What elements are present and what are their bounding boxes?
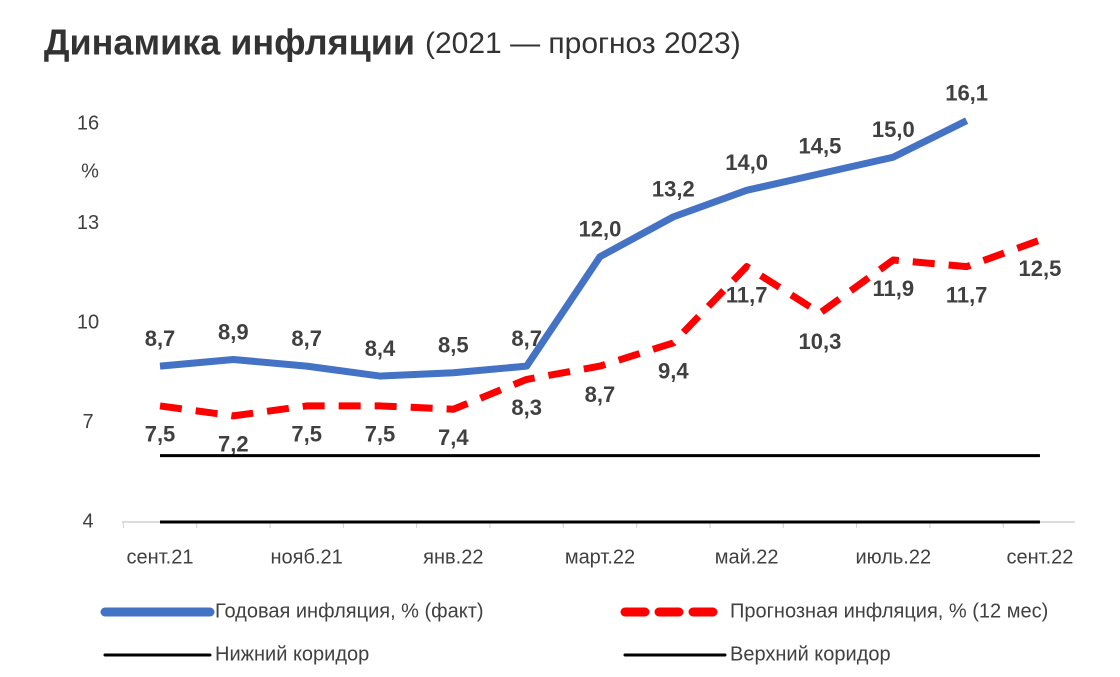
value-label: 8,4 <box>365 336 396 361</box>
value-label: 8,7 <box>511 326 542 351</box>
y-tick-label: 10 <box>77 311 99 333</box>
value-label: 11,9 <box>872 276 914 301</box>
y-axis-label: % <box>81 160 99 182</box>
value-label: 12,0 <box>579 216 622 241</box>
x-tick-label: май.22 <box>715 546 779 568</box>
value-label: 7,5 <box>365 422 396 447</box>
value-label: 15,0 <box>872 117 915 142</box>
y-tick-label: 13 <box>77 212 99 234</box>
value-label: 11,7 <box>726 282 768 307</box>
value-label: 9,4 <box>658 359 689 384</box>
x-tick-label: март.22 <box>565 546 635 568</box>
x-tick-label: янв.22 <box>423 546 483 568</box>
value-label: 7,5 <box>291 422 322 447</box>
value-label: 8,7 <box>585 382 616 407</box>
x-tick-label: сент.22 <box>1006 546 1073 568</box>
value-label: 8,3 <box>511 395 542 420</box>
y-tick-label: 16 <box>77 112 99 134</box>
chart-subtitle: (2021 — прогноз 2023) <box>425 27 741 60</box>
legend-label: Нижний коридор <box>215 643 369 665</box>
y-tick-label: 7 <box>82 411 93 433</box>
x-tick-label: сент.21 <box>127 546 194 568</box>
x-tick-label: нояб.21 <box>271 546 343 568</box>
value-label: 8,9 <box>218 319 249 344</box>
legend-label: Верхний коридор <box>730 643 891 665</box>
legend-label: Прогнозная инфляция, % (12 мес) <box>730 600 1048 622</box>
value-label: 16,1 <box>945 80 988 105</box>
value-label: 7,4 <box>438 425 469 450</box>
x-tick-label: июль.22 <box>855 546 931 568</box>
value-label: 7,2 <box>218 432 249 457</box>
value-label: 14,5 <box>799 134 842 159</box>
value-label: 13,2 <box>652 177 695 202</box>
value-label: 11,7 <box>946 282 988 307</box>
value-label: 8,7 <box>291 326 322 351</box>
series-line <box>159 236 1042 420</box>
value-label: 12,5 <box>1019 256 1062 281</box>
y-tick-label: 4 <box>82 510 93 532</box>
series-line <box>159 117 969 380</box>
value-label: 8,5 <box>438 333 469 358</box>
value-label: 8,7 <box>145 326 176 351</box>
value-label: 14,0 <box>725 150 768 175</box>
chart-title: Динамика инфляции <box>44 22 415 63</box>
value-label: 10,3 <box>799 329 842 354</box>
value-label: 7,5 <box>145 422 176 447</box>
legend-label: Годовая инфляция, % (факт) <box>215 600 484 622</box>
